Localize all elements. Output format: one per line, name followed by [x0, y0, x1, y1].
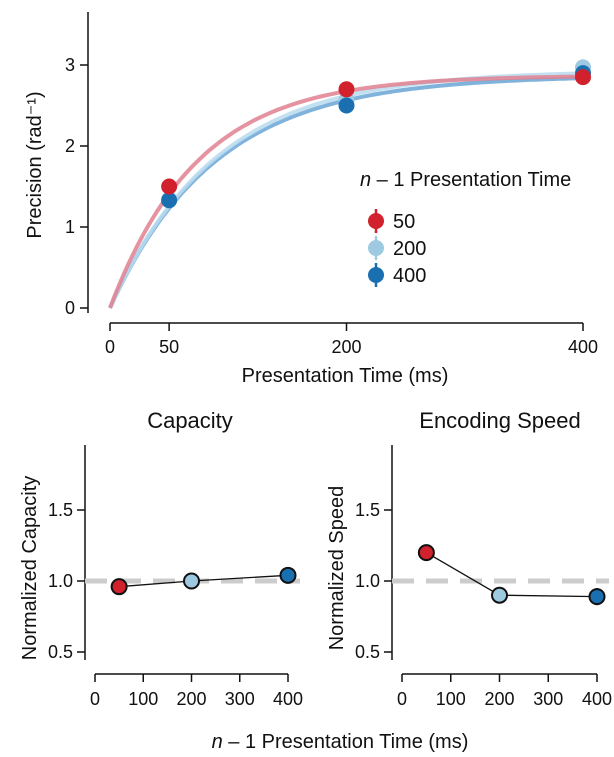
- capacity-chart: Capacity Normalized Capacity 0.5 1.0 1.5 0 1…: [19, 408, 303, 709]
- y-tick-label: 1.5: [48, 500, 73, 520]
- x-tick-label: 300: [225, 689, 255, 709]
- data-point-50: [161, 178, 178, 195]
- x-tick-label: 400: [582, 689, 612, 709]
- x-tick-label: 0: [90, 689, 100, 709]
- shared-x-label: n – 1 Presentation Time (ms): [212, 731, 469, 753]
- legend-label-200: 200: [393, 238, 426, 260]
- x-tick-label: 100: [436, 689, 466, 709]
- legend-marker-200: [368, 240, 384, 256]
- data-point-50: [575, 69, 591, 86]
- x-tick-label: 50: [159, 337, 179, 357]
- speed-y-label: Normalized Speed: [326, 486, 348, 651]
- data-point: [110, 578, 128, 596]
- legend-marker-50: [368, 213, 384, 229]
- y-tick-label: 0.5: [48, 642, 73, 662]
- legend-label-50: 50: [393, 211, 415, 233]
- shared-x-label-rest: – 1 Presentation Time (ms): [223, 731, 469, 753]
- data-point: [279, 566, 297, 584]
- data-point: [417, 544, 435, 562]
- x-tick-label: 400: [273, 689, 303, 709]
- x-tick-label: 200: [176, 689, 206, 709]
- y-tick-label: 1.0: [355, 571, 380, 591]
- capacity-title: Capacity: [147, 408, 233, 433]
- data-point: [491, 586, 508, 604]
- speed-title: Encoding Speed: [419, 408, 580, 433]
- legend-title: n – 1 Presentation Time: [360, 169, 571, 191]
- data-point-400: [161, 192, 178, 209]
- data-point-400: [338, 97, 355, 114]
- x-tick-label: 200: [484, 689, 514, 709]
- data-point: [183, 572, 200, 590]
- y-tick-label: 1.0: [48, 571, 73, 591]
- x-tick-label: 100: [128, 689, 158, 709]
- x-tick-label: 0: [105, 337, 115, 357]
- y-axis-label: Precision (rad⁻¹): [24, 91, 46, 238]
- data-point-50: [338, 81, 355, 98]
- legend-marker-400: [368, 267, 384, 283]
- speed-chart: Encoding Speed Normalized Speed 0.5 1.0 1.…: [326, 408, 612, 709]
- x-tick-label: 0: [397, 689, 407, 709]
- x-tick-label: 200: [331, 337, 361, 357]
- y-tick-label: 1.5: [355, 500, 380, 520]
- legend-label-400: 400: [393, 265, 426, 287]
- y-tick-label: 0: [65, 298, 75, 318]
- precision-chart: 0 1 2 3 0 50 200 400 Presentation Time (ms) Pr…: [24, 12, 598, 387]
- shared-x-label-n: n: [212, 731, 223, 753]
- data-point: [588, 588, 606, 606]
- y-tick-label: 1: [65, 217, 75, 237]
- x-axis-label: Presentation Time (ms): [242, 365, 449, 387]
- y-tick-label: 2: [65, 136, 75, 156]
- legend-title-n: n: [360, 169, 371, 191]
- capacity-y-label: Normalized Capacity: [19, 476, 41, 661]
- legend: n – 1 Presentation Time 50 200 400: [360, 169, 571, 287]
- x-tick-label: 400: [568, 337, 598, 357]
- y-tick-label: 0.5: [355, 642, 380, 662]
- y-tick-label: 3: [65, 55, 75, 75]
- x-tick-label: 300: [533, 689, 563, 709]
- connecting-line: [426, 552, 598, 598]
- legend-title-rest: – 1 Presentation Time: [371, 169, 571, 191]
